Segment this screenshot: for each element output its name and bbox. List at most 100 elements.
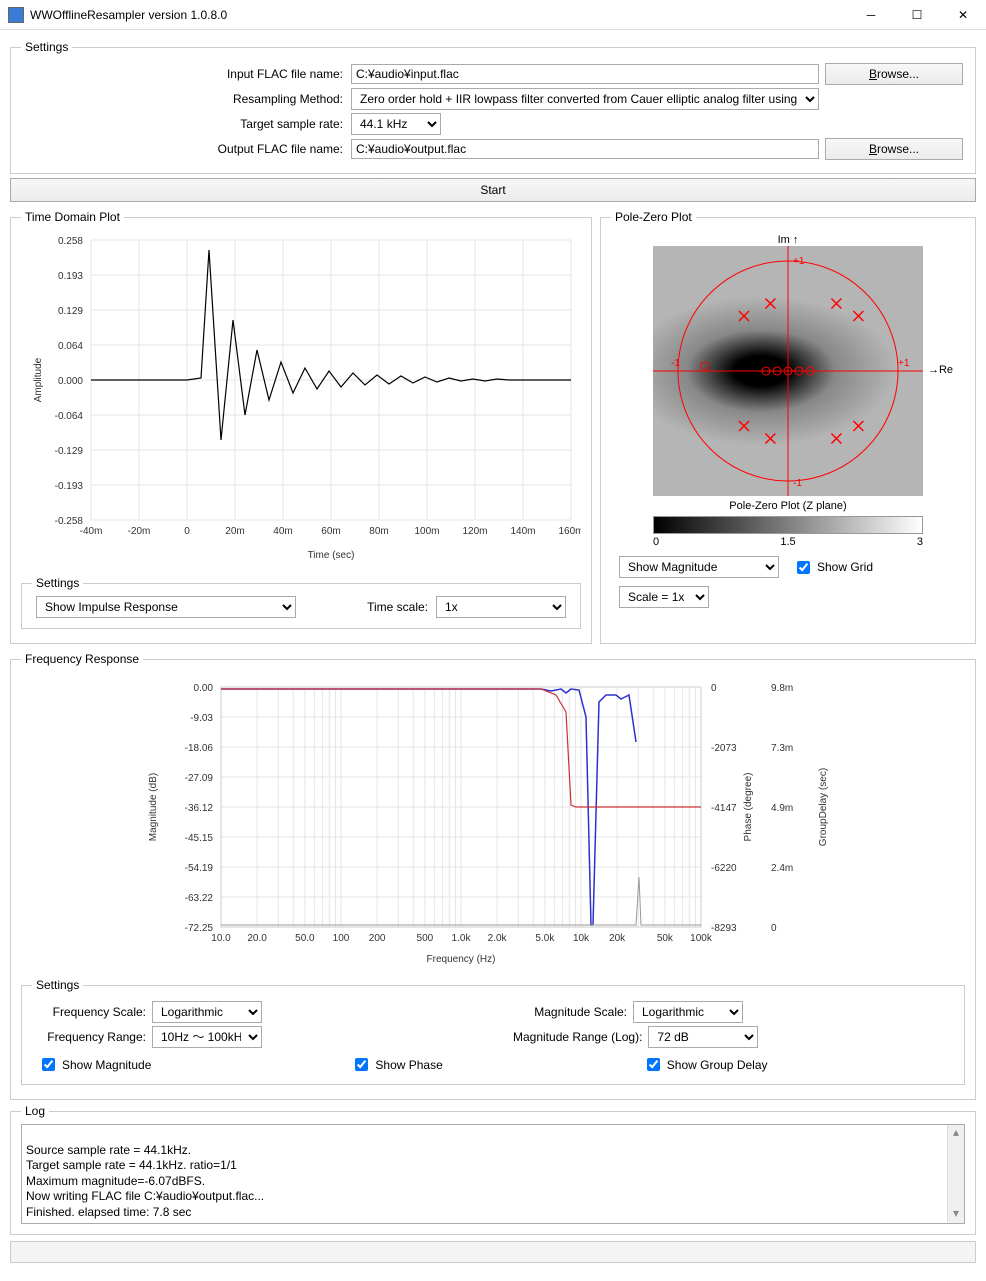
svg-text:Phase (degree): Phase (degree) (743, 773, 754, 842)
mag-range-label: Magnitude Range (Log): (513, 1030, 648, 1044)
frequency-chart: Magnitude (dB) Phase (degree) GroupDelay… (21, 672, 961, 972)
svg-text:200: 200 (369, 933, 386, 944)
frequency-response-group: Frequency Response Magnitude (dB) Phase … (10, 652, 976, 1100)
rate-label: Target sample rate: (21, 117, 351, 131)
re-axis-label: →Re (928, 364, 953, 376)
svg-text:-54.19: -54.19 (185, 863, 214, 874)
time-settings-legend: Settings (32, 576, 83, 590)
svg-text:-72.25: -72.25 (185, 923, 214, 934)
pz-scale-select[interactable]: Scale = 1x (619, 586, 709, 608)
mag-range-select[interactable]: 72 dB (648, 1026, 758, 1048)
svg-text:+1: +1 (898, 358, 910, 369)
svg-text:20m: 20m (225, 526, 244, 537)
svg-text:0: 0 (184, 526, 190, 537)
show-magnitude-checkbox[interactable]: Show Magnitude (38, 1055, 151, 1074)
time-domain-chart: 0.258 0.193 0.129 0.064 0.000 -0.064 -0.… (21, 230, 581, 570)
show-type-select[interactable]: Show Impulse Response (36, 596, 296, 618)
svg-text:50.0: 50.0 (295, 933, 315, 944)
svg-text:-63.22: -63.22 (185, 893, 214, 904)
svg-text:-0.064: -0.064 (55, 411, 84, 422)
svg-text:10k: 10k (573, 933, 590, 944)
svg-text:5.0k: 5.0k (535, 933, 555, 944)
input-file-field[interactable] (351, 64, 819, 84)
pz-title: Pole-Zero Plot (Z plane) (611, 500, 965, 512)
log-group: Log Source sample rate = 44.1kHz. Target… (10, 1104, 976, 1235)
show-grid-checkbox[interactable]: Show Grid (793, 558, 873, 577)
svg-text:50k: 50k (657, 933, 674, 944)
rate-select[interactable]: 44.1 kHz (351, 113, 441, 135)
svg-text:10.0: 10.0 (211, 933, 231, 944)
svg-text:100m: 100m (414, 526, 439, 537)
time-settings-group: Settings Show Impulse Response Time scal… (21, 576, 581, 629)
svg-text:Frequency (Hz): Frequency (Hz) (427, 954, 496, 965)
svg-text:0.129: 0.129 (58, 306, 83, 317)
svg-text:500: 500 (417, 933, 434, 944)
minimize-button[interactable]: ─ (848, 0, 894, 30)
freq-settings-legend: Settings (32, 978, 83, 992)
svg-text:-36.12: -36.12 (185, 803, 214, 814)
settings-group: Settings Input FLAC file name: BBrowse..… (10, 40, 976, 174)
svg-text:80m: 80m (369, 526, 388, 537)
maximize-button[interactable]: ☐ (894, 0, 940, 30)
pz-legend: Pole-Zero Plot (611, 210, 696, 224)
svg-text:9.8m: 9.8m (771, 683, 793, 694)
freq-range-select[interactable]: 10Hz ～ 100kHz (152, 1026, 262, 1048)
titlebar: WWOfflineResampler version 1.0.8.0 ─ ☐ ✕ (0, 0, 986, 30)
svg-text:-1: -1 (671, 358, 680, 369)
svg-text:60m: 60m (321, 526, 340, 537)
svg-text:0.064: 0.064 (58, 341, 83, 352)
svg-text:20.0: 20.0 (247, 933, 267, 944)
time-domain-group: Time Domain Plot (10, 210, 592, 644)
svg-text:0.000: 0.000 (58, 376, 83, 387)
svg-text:-18.06: -18.06 (185, 743, 214, 754)
close-button[interactable]: ✕ (940, 0, 986, 30)
pz-mode-select[interactable]: Show Magnitude (619, 556, 779, 578)
show-phase-checkbox[interactable]: Show Phase (351, 1055, 442, 1074)
start-button[interactable]: Start (10, 178, 976, 202)
svg-text:-0.193: -0.193 (55, 481, 84, 492)
mag-scale-select[interactable]: Logarithmic (633, 1001, 743, 1023)
svg-text:40m: 40m (273, 526, 292, 537)
pole-zero-chart: +1 -1 +1 -1 →Re (653, 246, 923, 496)
window-title: WWOfflineResampler version 1.0.8.0 (30, 8, 848, 22)
svg-text:GroupDelay (sec): GroupDelay (sec) (818, 768, 829, 846)
svg-text:20k: 20k (609, 933, 626, 944)
browse-output-button[interactable]: Browse... (825, 138, 963, 160)
svg-text:2.4m: 2.4m (771, 863, 793, 874)
status-bar (10, 1241, 976, 1263)
browse-input-button[interactable]: BBrowse...rowse... (825, 63, 963, 85)
svg-text:0.00: 0.00 (194, 683, 214, 694)
svg-text:7.3m: 7.3m (771, 743, 793, 754)
svg-text:2.0k: 2.0k (488, 933, 508, 944)
im-axis-label: Im ↑ (611, 234, 965, 246)
svg-text:-40m: -40m (80, 526, 103, 537)
svg-text:0.193: 0.193 (58, 271, 83, 282)
timescale-label: Time scale: (367, 600, 428, 614)
show-delay-checkbox[interactable]: Show Group Delay (643, 1055, 768, 1074)
svg-text:-2073: -2073 (711, 743, 737, 754)
svg-text:100: 100 (333, 933, 350, 944)
settings-legend: Settings (21, 40, 72, 54)
input-file-label: Input FLAC file name: (21, 67, 351, 81)
freq-legend: Frequency Response (21, 652, 143, 666)
svg-text:-0.129: -0.129 (55, 446, 84, 457)
svg-text:160m: 160m (558, 526, 581, 537)
method-label: Resampling Method: (21, 92, 351, 106)
freq-scale-select[interactable]: Logarithmic (152, 1001, 262, 1023)
method-select[interactable]: Zero order hold + IIR lowpass filter con… (351, 88, 819, 110)
log-scrollbar[interactable]: ▴ ▾ (947, 1125, 964, 1223)
svg-text:Time (sec): Time (sec) (308, 550, 355, 561)
output-file-label: Output FLAC file name: (21, 142, 351, 156)
svg-text:Amplitude: Amplitude (33, 357, 44, 402)
svg-text:-8293: -8293 (711, 923, 737, 934)
svg-text:+1: +1 (793, 256, 805, 267)
freq-settings-group: Settings Frequency Scale: Logarithmic Fr… (21, 978, 965, 1085)
output-file-field[interactable] (351, 139, 819, 159)
log-textarea[interactable]: Source sample rate = 44.1kHz. Target sam… (21, 1124, 965, 1224)
gradient-scale: 01.53 (653, 536, 923, 548)
svg-text:Magnitude (dB): Magnitude (dB) (148, 773, 159, 841)
freq-range-label: Frequency Range: (32, 1030, 152, 1044)
svg-text:-4147: -4147 (711, 803, 737, 814)
timescale-select[interactable]: 1x (436, 596, 566, 618)
svg-text:-20m: -20m (128, 526, 151, 537)
